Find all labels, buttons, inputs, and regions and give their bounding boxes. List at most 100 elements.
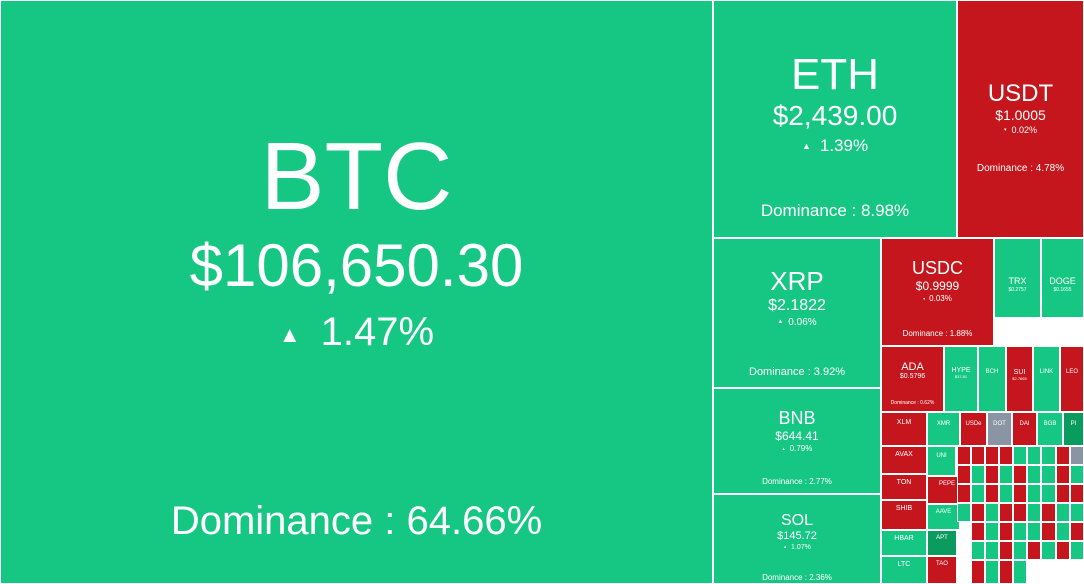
tile-tao[interactable]: TAO — [927, 556, 957, 584]
small-coin-tile[interactable] — [1013, 503, 1027, 522]
small-coin-tile[interactable] — [1041, 465, 1056, 484]
tile-uni[interactable]: UNI — [927, 446, 956, 476]
small-coin-tile[interactable] — [1013, 446, 1027, 465]
small-coin-tile[interactable] — [999, 484, 1013, 503]
small-coin-tile[interactable] — [1041, 503, 1056, 522]
small-coin-tile[interactable] — [1013, 541, 1027, 560]
small-coin-tile[interactable] — [1056, 484, 1070, 503]
tile-dot[interactable]: DOT — [987, 412, 1012, 446]
small-coin-tile[interactable] — [1027, 503, 1041, 522]
small-coin-tile[interactable] — [971, 522, 985, 541]
tile-bnb[interactable]: BNB $644.41 ▲ 0.79% Dominance : 2.77% — [713, 388, 881, 494]
coin-price: $37.81 — [954, 373, 968, 379]
tile-bch[interactable]: BCH — [978, 346, 1006, 412]
tile-hype[interactable]: HYPE $37.81 — [944, 346, 978, 412]
small-coin-tile[interactable] — [1056, 522, 1070, 541]
tile-hbar[interactable]: HBAR — [881, 530, 927, 556]
tile-ltc[interactable]: LTC — [881, 556, 927, 584]
small-coin-tile[interactable] — [1070, 484, 1084, 503]
small-coin-tile[interactable] — [1027, 465, 1041, 484]
tile-trx[interactable]: TRX $0.2757 — [994, 238, 1041, 318]
tile-avax[interactable]: AVAX — [881, 446, 927, 474]
small-coin-tile[interactable] — [957, 446, 971, 465]
tile-xlm[interactable]: XLM — [881, 412, 927, 446]
coin-symbol: BNB — [778, 408, 816, 428]
tile-aave[interactable]: AAVE — [927, 504, 960, 530]
small-coin-tile[interactable] — [985, 560, 999, 584]
tile-link[interactable]: LINK — [1033, 346, 1060, 412]
small-coin-tile[interactable] — [1027, 484, 1041, 503]
tile-doge[interactable]: DOGE $0.1655 — [1041, 238, 1084, 318]
tile-xmr[interactable]: XMR — [927, 412, 960, 446]
small-coin-tile[interactable] — [957, 484, 971, 503]
coin-symbol: PI — [1070, 421, 1077, 427]
small-coin-tile[interactable] — [1013, 560, 1027, 584]
small-coin-tile[interactable] — [1013, 522, 1027, 541]
small-coin-tile[interactable] — [971, 503, 985, 522]
tile-pi[interactable]: PI — [1063, 412, 1084, 446]
small-coin-tile[interactable] — [1070, 522, 1084, 541]
coin-price: $0.5796 — [899, 373, 926, 381]
price-change: ▲ 0.79% — [714, 443, 880, 455]
small-coin-tile[interactable] — [971, 446, 985, 465]
coin-symbol: SOL — [780, 512, 813, 529]
small-coin-tile[interactable] — [1013, 465, 1027, 484]
coin-symbol: DOT — [993, 421, 1006, 427]
small-coin-tile[interactable] — [1027, 446, 1041, 465]
small-coin-tile[interactable] — [985, 541, 999, 560]
small-coin-tile[interactable] — [1041, 446, 1056, 465]
coin-symbol: HYPE — [951, 367, 971, 374]
tile-eth[interactable]: ETH $2,439.00 ▲ 1.39% Dominance : 8.98% — [713, 0, 957, 238]
tile-sui[interactable]: SUI $2.7665 — [1006, 346, 1033, 412]
tile-btc[interactable]: BTC $106,650.30 ▲ 1.47% Dominance : 64.66% — [0, 0, 713, 584]
small-coin-tile[interactable] — [971, 484, 985, 503]
small-coin-tile[interactable] — [1027, 541, 1041, 560]
small-coin-tile[interactable] — [999, 446, 1013, 465]
small-coin-tile[interactable] — [999, 522, 1013, 541]
small-coin-tile[interactable] — [1070, 503, 1084, 522]
small-coin-tile[interactable] — [1056, 446, 1070, 465]
small-coin-tile[interactable] — [957, 465, 971, 484]
small-coin-tile[interactable] — [1056, 503, 1070, 522]
tile-bgb[interactable]: BGB — [1037, 412, 1063, 446]
small-coin-tile[interactable] — [1013, 484, 1027, 503]
small-coin-tile[interactable] — [985, 465, 999, 484]
price-change-value: 0.79% — [789, 444, 813, 454]
small-coin-tile[interactable] — [1070, 465, 1084, 484]
down-arrow-icon: ▾ — [923, 296, 926, 302]
tile-xrp[interactable]: XRP $2.1822 ▲ 0.06% Dominance : 3.92% — [713, 238, 881, 388]
small-coin-tile[interactable] — [1041, 522, 1056, 541]
small-coin-tile[interactable] — [971, 560, 985, 584]
small-coin-tile[interactable] — [999, 465, 1013, 484]
tile-usdc[interactable]: USDC $0.9999 ▾ 0.03% Dominance : 1.88% — [881, 238, 994, 346]
tile-ada[interactable]: ADA $0.5796 Dominance : 0.62% — [881, 346, 944, 412]
small-coin-tile[interactable] — [1056, 541, 1070, 560]
tile-leo[interactable]: LEO — [1060, 346, 1084, 412]
small-coin-tile[interactable] — [1056, 465, 1070, 484]
small-coin-tile[interactable] — [985, 522, 999, 541]
small-coin-tile[interactable] — [1041, 484, 1056, 503]
small-coin-tile[interactable] — [1041, 541, 1056, 560]
small-coin-tile[interactable] — [985, 503, 999, 522]
coin-symbol: USDe — [965, 421, 982, 427]
tile-dai[interactable]: DAI — [1012, 412, 1037, 446]
coin-symbol: HBAR — [894, 535, 914, 542]
small-coin-tile[interactable] — [1027, 522, 1041, 541]
small-coin-tile[interactable] — [999, 560, 1013, 584]
tile-sol[interactable]: SOL $145.72 ▲ 1.07% Dominance : 2.36% — [713, 494, 881, 584]
tile-usde[interactable]: USDe — [960, 412, 987, 446]
small-coin-tile[interactable] — [985, 484, 999, 503]
tile-shib[interactable]: SHIB — [881, 500, 927, 530]
coin-symbol: TON — [896, 479, 912, 486]
small-coin-tile[interactable] — [1070, 541, 1084, 560]
small-coin-tile[interactable] — [957, 503, 971, 522]
tile-ton[interactable]: TON — [881, 474, 927, 500]
small-coin-tile[interactable] — [999, 503, 1013, 522]
small-coin-tile[interactable] — [985, 446, 999, 465]
small-coin-tile[interactable] — [971, 465, 985, 484]
small-coin-tile[interactable] — [999, 541, 1013, 560]
tile-usdt[interactable]: USDT $1.0005 ▾ 0.02% Dominance : 4.78% — [957, 0, 1084, 238]
small-coin-tile[interactable] — [971, 541, 985, 560]
small-coin-tile[interactable] — [1070, 446, 1084, 465]
tile-apt[interactable]: APT — [927, 530, 957, 556]
